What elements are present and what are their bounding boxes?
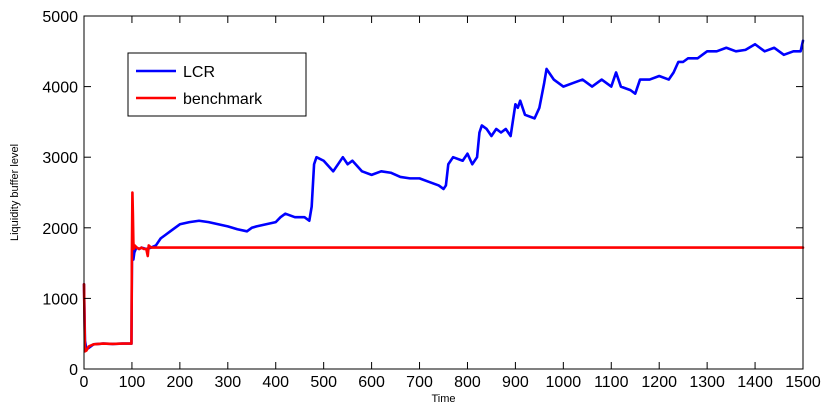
series-line-benchmark xyxy=(82,191,805,353)
ticks-layer: 0 100 200 300 400 500 600 700 800 900 1000 1100 1200… xyxy=(42,9,820,391)
legend-label-benchmark: benchmark xyxy=(183,91,263,108)
x-tick-label: 900 xyxy=(502,374,529,391)
y-tick-label: 3000 xyxy=(42,150,78,167)
x-tick-label: 1100 xyxy=(594,374,629,391)
x-tick-label: 800 xyxy=(454,374,481,391)
y-tick-label: 1000 xyxy=(42,291,78,308)
axes-layer xyxy=(83,15,804,370)
x-tick-label: 500 xyxy=(310,374,337,391)
legend: LCR benchmark xyxy=(127,52,307,117)
x-tick-label: 1300 xyxy=(689,374,725,391)
y-tick-label: 2000 xyxy=(42,221,78,238)
x-tick-label: 1500 xyxy=(785,374,821,391)
x-tick-label: 1400 xyxy=(737,374,773,391)
x-tick-label: 1000 xyxy=(546,374,582,391)
y-tick-label: 4000 xyxy=(42,80,78,97)
x-tick-label: 1200 xyxy=(641,374,677,391)
x-tick-label: 600 xyxy=(358,374,385,391)
legend-box xyxy=(127,52,307,117)
legend-label-lcr: LCR xyxy=(183,64,215,81)
x-axis-label: Time xyxy=(431,393,455,405)
x-tick-label: 400 xyxy=(262,374,289,391)
y-tick-label: 5000 xyxy=(42,9,78,26)
plot-frame xyxy=(83,15,804,370)
series-layer xyxy=(82,39,805,353)
y-axis-label: Liquidity buffer level xyxy=(9,144,21,241)
x-tick-label: 300 xyxy=(214,374,241,391)
x-tick-label: 200 xyxy=(167,374,194,391)
x-tick-label: 700 xyxy=(406,374,433,391)
x-tick-label: 0 xyxy=(80,374,89,391)
y-tick-label: 0 xyxy=(69,362,78,379)
x-tick-label: 100 xyxy=(119,374,146,391)
